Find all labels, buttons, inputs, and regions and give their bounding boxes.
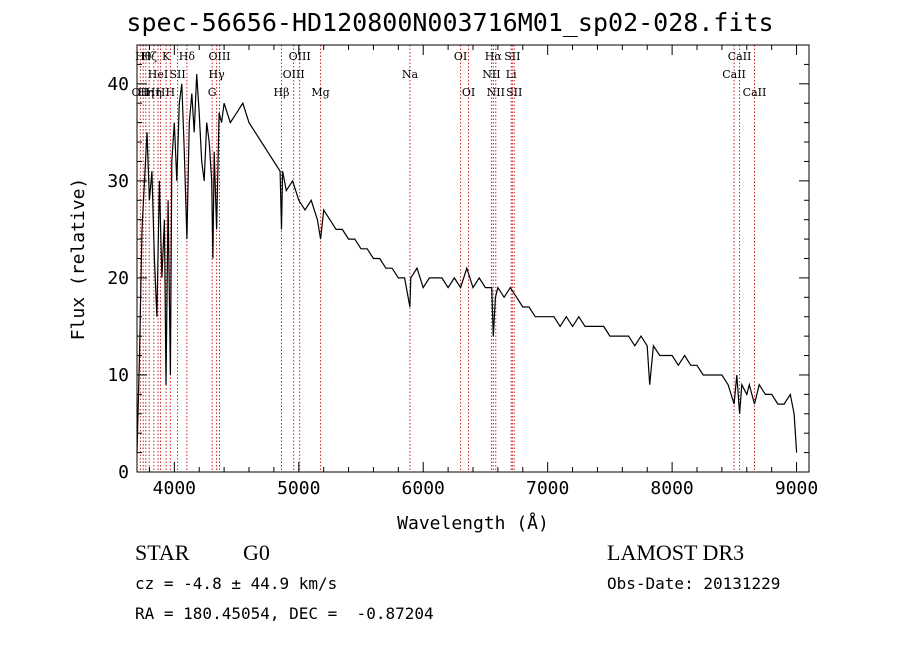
line-label: CaII	[743, 86, 767, 99]
line-label: Hγ	[209, 68, 226, 81]
line-label: HeI	[148, 68, 168, 81]
line-label: Hζ	[141, 50, 157, 63]
survey-label: LAMOST DR3	[607, 540, 745, 565]
plot-frame	[136, 44, 810, 473]
line-label: OIII	[208, 50, 230, 63]
line-label: H	[166, 86, 176, 99]
line-label: Mg	[311, 86, 329, 99]
line-label: NII	[482, 68, 500, 81]
line-label: OI	[462, 86, 475, 99]
line-label: NII	[487, 86, 505, 99]
line-label: CaII	[728, 50, 752, 63]
subclass-label: G0	[243, 540, 270, 565]
x-axis: 4000 5000 6000 7000 8000 9000	[148, 45, 818, 499]
line-markers	[139, 45, 755, 472]
y-tick-label: 20	[107, 268, 129, 289]
line-label: Hη	[146, 86, 162, 99]
coords-text: RA = 180.45054, DEC = -0.87204	[135, 604, 434, 623]
x-tick-label: 7000	[526, 478, 569, 499]
y-tick-label: 40	[107, 74, 129, 95]
line-label: OIII	[289, 50, 311, 63]
chart-title: spec-56656-HD120800N003716M01_sp02-028.f…	[126, 8, 774, 37]
x-tick-label: 9000	[775, 478, 818, 499]
class-label: STAR	[135, 540, 190, 565]
line-label: Hθ	[135, 50, 152, 63]
x-tick-label: 8000	[650, 478, 693, 499]
x-tick-label: 4000	[153, 478, 196, 499]
x-tick-label: 6000	[402, 478, 445, 499]
line-label: Hη	[138, 86, 154, 99]
x-tick-label: 5000	[277, 478, 320, 499]
spectrum-line	[136, 74, 798, 453]
y-axis: 0 10 20 30 40	[107, 44, 809, 483]
line-label: OI	[454, 50, 467, 63]
line-label: G	[208, 86, 217, 99]
line-label: Hδ	[179, 50, 196, 63]
y-tick-label: 0	[118, 462, 129, 483]
obs-date-text: Obs-Date: 20131229	[607, 574, 781, 593]
line-label: SII	[504, 50, 520, 63]
y-tick-label: 10	[107, 365, 129, 386]
line-label: Hβ	[274, 86, 290, 99]
y-axis-label: Flux (relative)	[68, 178, 89, 341]
line-label: OII	[132, 86, 150, 99]
line-label: CaII	[722, 68, 746, 81]
x-axis-label: Wavelength (Å)	[397, 512, 549, 534]
line-label: SII	[169, 68, 185, 81]
line-label: H	[156, 86, 166, 99]
line-label: Hα	[485, 50, 503, 63]
cz-text: cz = -4.8 ± 44.9 km/s	[135, 574, 338, 593]
line-labels: OIIHθHηHζHηHeIHKHSIIHδGHγOIIIHβOIIIOIIIM…	[132, 50, 767, 99]
line-label: OIII	[283, 68, 305, 81]
line-label: K	[162, 50, 171, 63]
y-tick-label: 30	[107, 171, 129, 192]
line-label: SII	[506, 86, 522, 99]
line-label: Na	[402, 68, 419, 81]
line-label: Li	[506, 68, 517, 81]
